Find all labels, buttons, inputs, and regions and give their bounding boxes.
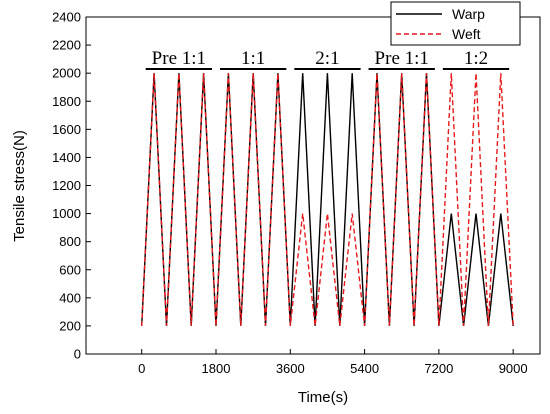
series-lines: [141, 73, 514, 326]
phase-label: Pre 1:1: [152, 48, 206, 69]
y-tick-label: 200: [59, 318, 81, 333]
phase-label: Pre 1:1: [375, 48, 429, 69]
y-tick-label: 600: [59, 262, 81, 277]
y-tick-label: 2400: [52, 10, 81, 25]
y-tick-label: 1800: [52, 94, 81, 109]
y-tick-label: 2000: [52, 66, 81, 81]
y-tick-label: 0: [74, 347, 81, 362]
y-tick-label: 400: [59, 290, 81, 305]
x-tick-label: 3600: [276, 361, 305, 376]
series-line-weft: [141, 73, 514, 326]
y-tick-label: 1200: [52, 178, 81, 193]
y-tick-label: 1600: [52, 122, 81, 137]
phase-annotations: Pre 1:1 1:1 2:1 Pre 1:1 1:2: [145, 48, 510, 70]
phase-label: 1:2: [464, 48, 488, 69]
x-axis-title: Time(s): [298, 389, 348, 406]
x-tick-label: 1800: [202, 361, 231, 376]
y-tick-label: 1400: [52, 150, 81, 165]
y-tick-label: 1000: [52, 206, 81, 221]
phase-label: 1:1: [241, 48, 265, 69]
x-tick-label: 7200: [424, 361, 453, 376]
legend-box: [390, 1, 521, 46]
axes-ticks: 0 200 400 600 800 1000 1200 1400 1600 1800 2000 220…: [52, 10, 528, 377]
y-tick-label: 2200: [52, 38, 81, 53]
x-tick-label: 5400: [350, 361, 379, 376]
x-tick-label: 9000: [499, 361, 528, 376]
y-tick-label: 800: [59, 234, 81, 249]
phase-label: 2:1: [315, 48, 339, 69]
legend-weft-label: Weft: [452, 26, 481, 42]
x-tick-label: 0: [138, 361, 145, 376]
y-axis-title: Tensile stress(N): [11, 130, 28, 242]
legend-warp-label: Warp: [452, 6, 485, 22]
legend: Warp Weft: [390, 1, 521, 46]
